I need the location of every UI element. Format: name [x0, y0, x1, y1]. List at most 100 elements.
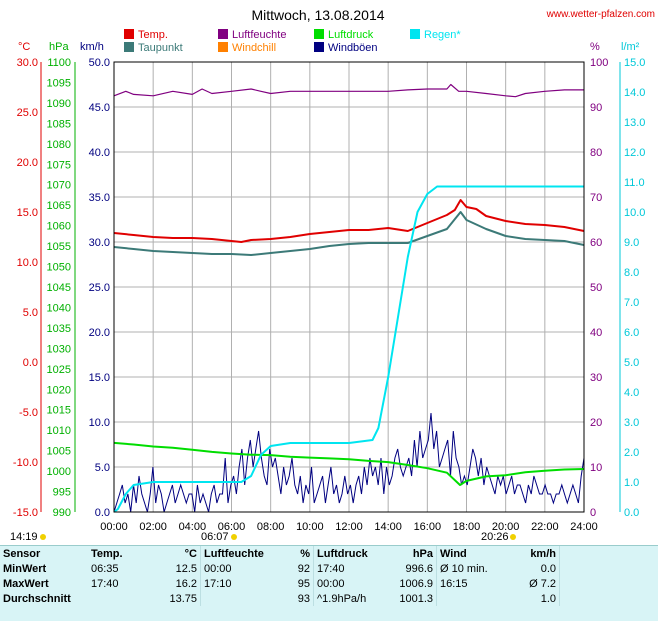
celsius-tick-label: 0.0	[23, 357, 38, 369]
temp-time	[88, 591, 144, 606]
pct-tick-label: 50	[590, 282, 602, 294]
hpa-tick-label: 1025	[47, 364, 71, 376]
hpa-tick-label: 1050	[47, 262, 71, 274]
stats-spacer	[560, 591, 658, 606]
pct-tick-label: 10	[590, 462, 602, 474]
rain-tick-label: 14.0	[624, 87, 645, 99]
rain-tick-label: 0.0	[624, 507, 639, 519]
legend-label: Regen*	[424, 29, 461, 41]
celsius-tick-label: 30.0	[17, 57, 38, 69]
kmh-axis-unit: km/h	[80, 41, 104, 53]
rain-tick-label: 3.0	[624, 417, 639, 429]
kmh-tick-label: 25.0	[89, 282, 110, 294]
wind-value: 0.0	[503, 561, 560, 576]
hdr-wind: Wind	[437, 546, 504, 561]
hpa-tick-label: 1005	[47, 446, 71, 458]
kmh-tick-label: 10.0	[89, 417, 110, 429]
wind-time	[437, 591, 504, 606]
hpa-tick-label: 1090	[47, 98, 71, 110]
sunset-icon	[510, 534, 516, 540]
pct-tick-label: 0	[590, 507, 596, 519]
stats-spacer	[560, 546, 658, 561]
kmh-tick-label: 15.0	[89, 372, 110, 384]
hdr-hum: Luftfeuchte	[201, 546, 268, 561]
hpa-tick-label: 990	[53, 507, 71, 519]
celsius-tick-label: 5.0	[23, 307, 38, 319]
rain-tick-label: 15.0	[624, 57, 645, 69]
kmh-tick-label: 5.0	[95, 462, 110, 474]
legend-swatch	[218, 29, 228, 39]
rain-axis-unit: l/m²	[621, 41, 640, 53]
temp-time: 06:35	[88, 561, 144, 576]
x-tick-label: 00:00	[100, 521, 128, 533]
x-tick-label: 10:00	[296, 521, 324, 533]
rain-tick-label: 11.0	[624, 177, 645, 189]
celsius-tick-label: 10.0	[17, 257, 38, 269]
hpa-tick-label: 1000	[47, 466, 71, 478]
press-time: 00:00	[314, 576, 381, 591]
temp-value: 13.75	[144, 591, 201, 606]
rain-tick-label: 5.0	[624, 357, 639, 369]
stats-spacer	[560, 576, 658, 591]
pct-tick-label: 40	[590, 327, 602, 339]
stats-row-min: MinWert 06:35 12.5 00:00 92 17:40 996.6 …	[0, 561, 658, 576]
celsius-tick-label: 15.0	[17, 207, 38, 219]
legend-label: Windchill	[232, 42, 276, 54]
press-time: ^1.9hPa/h	[314, 591, 381, 606]
kmh-tick-label: 35.0	[89, 192, 110, 204]
hpa-tick-label: 1020	[47, 384, 71, 396]
rain-tick-label: 10.0	[624, 207, 645, 219]
chart-grid	[114, 62, 584, 512]
stats-header-row: Sensor Temp. °C Luftfeuchte % Luftdruck …	[0, 546, 658, 561]
celsius-tick-label: -10.0	[13, 457, 38, 469]
x-tick-label: 18:00	[453, 521, 481, 533]
rain-tick-label: 2.0	[624, 447, 639, 459]
x-tick-label: 02:00	[139, 521, 167, 533]
x-tick-label: 16:00	[414, 521, 442, 533]
hpa-tick-label: 1035	[47, 323, 71, 335]
legend-swatch	[314, 29, 324, 39]
wind-value: 1.0	[503, 591, 560, 606]
hpa-tick-label: 1015	[47, 405, 71, 417]
hpa-tick-label: 1040	[47, 302, 71, 314]
temp-time: 17:40	[88, 576, 144, 591]
row-label: MaxWert	[0, 576, 88, 591]
temp-value: 12.5	[144, 561, 201, 576]
wind-value: Ø 7.2	[503, 576, 560, 591]
rain-tick-label: 4.0	[624, 387, 639, 399]
x-tick-label: 08:00	[257, 521, 285, 533]
sunset-label: 20:26	[481, 531, 509, 543]
rain-tick-label: 9.0	[624, 237, 639, 249]
hpa-tick-label: 995	[53, 487, 71, 499]
legend-swatch	[124, 29, 134, 39]
hum-value: 93	[267, 591, 314, 606]
x-tick-label: 12:00	[335, 521, 363, 533]
hpa-tick-label: 1010	[47, 425, 71, 437]
legend-label: Taupunkt	[138, 42, 183, 54]
row-label: MinWert	[0, 561, 88, 576]
celsius-tick-label: -5.0	[19, 407, 38, 419]
hum-value: 95	[267, 576, 314, 591]
rain-tick-label: 6.0	[624, 327, 639, 339]
celsius-axis-unit: °C	[18, 41, 30, 53]
hpa-axis-unit: hPa	[49, 41, 69, 53]
stats-row-avg: Durchschnitt 13.75 93 ^1.9hPa/h 1001.3 1…	[0, 591, 658, 606]
kmh-tick-label: 0.0	[95, 507, 110, 519]
left-time-label: 14:19	[10, 531, 38, 543]
legend-label: Luftdruck	[328, 29, 374, 41]
press-value: 996.6	[380, 561, 437, 576]
pct-tick-label: 20	[590, 417, 602, 429]
pct-tick-label: 90	[590, 102, 602, 114]
legend-swatch	[124, 42, 134, 52]
pct-tick-label: 60	[590, 237, 602, 249]
pct-tick-label: 70	[590, 192, 602, 204]
pct-tick-label: 100	[590, 57, 608, 69]
hdr-sensor: Sensor	[0, 546, 88, 561]
pct-tick-label: 80	[590, 147, 602, 159]
site-url: www.wetter-pfalzen.com	[546, 9, 655, 20]
stats-row-max: MaxWert 17:40 16.2 17:10 95 00:00 1006.9…	[0, 576, 658, 591]
sunrise-label: 06:07	[201, 531, 229, 543]
kmh-tick-label: 50.0	[89, 57, 110, 69]
hpa-tick-label: 1055	[47, 241, 71, 253]
